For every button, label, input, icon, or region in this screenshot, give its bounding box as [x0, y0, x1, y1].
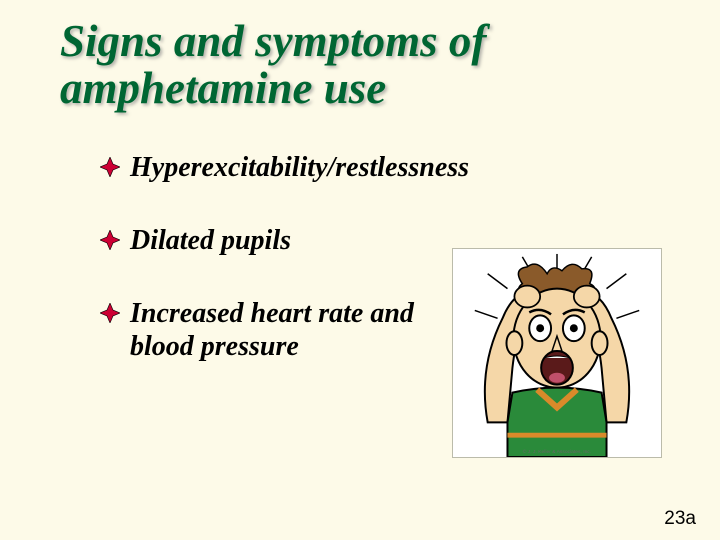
bullet-text: Dilated pupils [130, 224, 291, 257]
diamond-bullet-icon [100, 303, 120, 323]
stressed-person-illustration: © J. J. Keller & Associates, Inc. [452, 248, 662, 458]
diamond-bullet-icon [100, 230, 120, 250]
bullet-item: Hyperexcitability/restlessness [100, 151, 680, 184]
slide: Signs and symptoms of amphetamine use Hy… [0, 0, 720, 540]
page-number: 23a [664, 508, 696, 530]
bullet-text: Hyperexcitability/restlessness [130, 151, 469, 184]
diamond-bullet-icon [100, 157, 120, 177]
bullet-item: Increased heart rate and blood pressure [100, 297, 440, 363]
svg-text:© J. J. Keller & Associates, I: © J. J. Keller & Associates, Inc. [523, 448, 591, 455]
bullet-text: Increased heart rate and blood pressure [130, 297, 440, 363]
slide-title: Signs and symptoms of amphetamine use [60, 18, 680, 113]
